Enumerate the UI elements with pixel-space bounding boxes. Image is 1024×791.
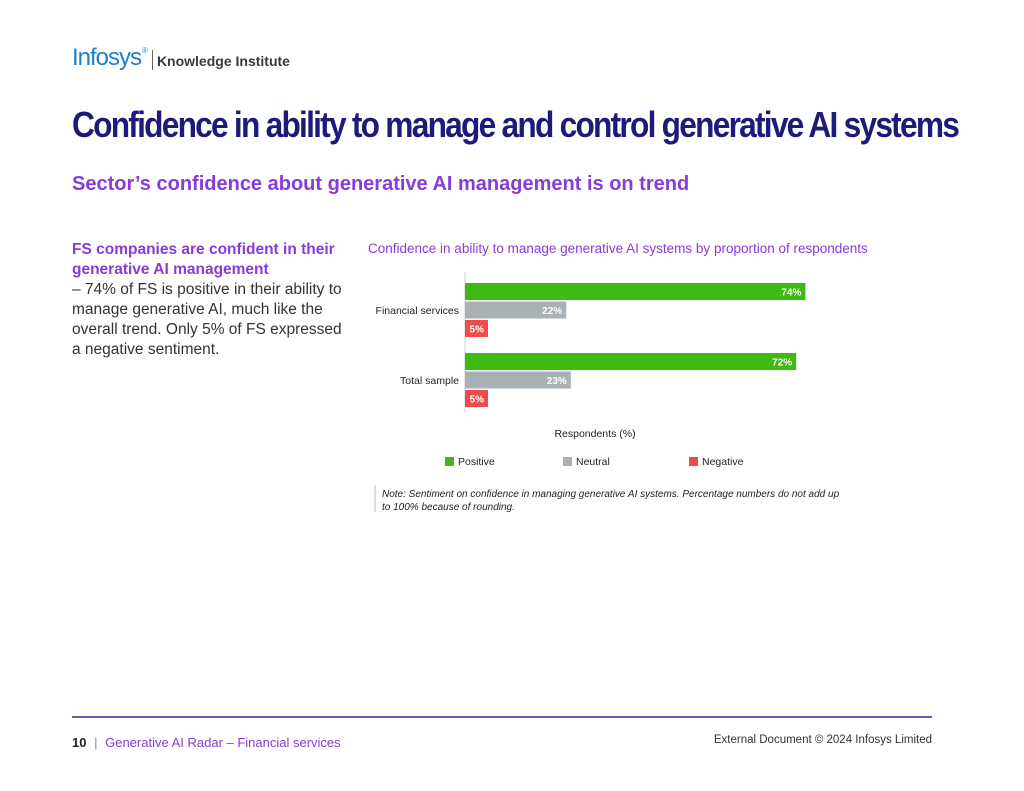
category-label-0: Financial services [376,305,459,317]
logo-divider [151,50,153,70]
data-label-negative-0: 5% [470,325,485,336]
bar-neutral-0 [465,301,567,319]
bar-negative-0 [465,320,488,337]
chart-note-line-1: Note: Sentiment on confidence in managin… [382,489,840,500]
data-label-positive-1: 72% [772,358,792,369]
sidebar-body: – 74% of FS is positive in their ability… [72,281,342,358]
footer-divider [72,716,932,718]
page-title: Confidence in ability to manage and cont… [72,104,960,145]
footer-copyright: External Document © 2024 Infosys Limited [713,734,932,746]
logo-subbrand: Knowledge Institute [156,53,290,69]
data-label-negative-1: 5% [470,395,485,406]
legend-swatch-positive [445,457,454,466]
footer-left: 10 | Generative AI Radar – Financial ser… [72,735,341,750]
logo-brand: Infosys [72,44,142,71]
data-label-positive-0: 74% [781,288,801,299]
footer-doc-title: Generative AI Radar – Financial services [105,735,341,750]
sidebar-text: FS companies are confident in their gene… [72,240,342,360]
bar-neutral-1 [465,371,571,389]
infosys-logo: Infosys ® Knowledge Institute [72,46,290,70]
legend-label-negative: Negative [702,456,744,468]
legend-swatch-neutral [563,457,572,466]
page-number: 10 [72,735,87,750]
sidebar-heading: FS companies are confident in their gene… [72,241,335,278]
data-label-neutral-0: 22% [542,306,562,317]
legend-label-neutral: Neutral [576,456,610,468]
logo-registered-mark: ® [142,46,148,55]
chart-note-line-2: to 100% because of rounding. [382,502,515,513]
legend-label-positive: Positive [458,456,495,468]
footer-separator: | [94,735,98,750]
bar-positive-0 [465,283,806,300]
chart-title: Confidence in ability to manage generati… [368,241,868,256]
bar-negative-1 [465,390,488,407]
category-label-1: Total sample [400,375,459,387]
bar-positive-1 [465,353,797,370]
data-label-neutral-1: 23% [547,376,567,387]
legend-swatch-negative [689,457,698,466]
bar-chart: 74% 22% 5% Financial services 72% 23% 5% Total … [374,272,840,513]
x-axis-label: Respondents (%) [554,428,635,440]
page-subtitle: Sector’s confidence about generative AI … [72,173,690,195]
